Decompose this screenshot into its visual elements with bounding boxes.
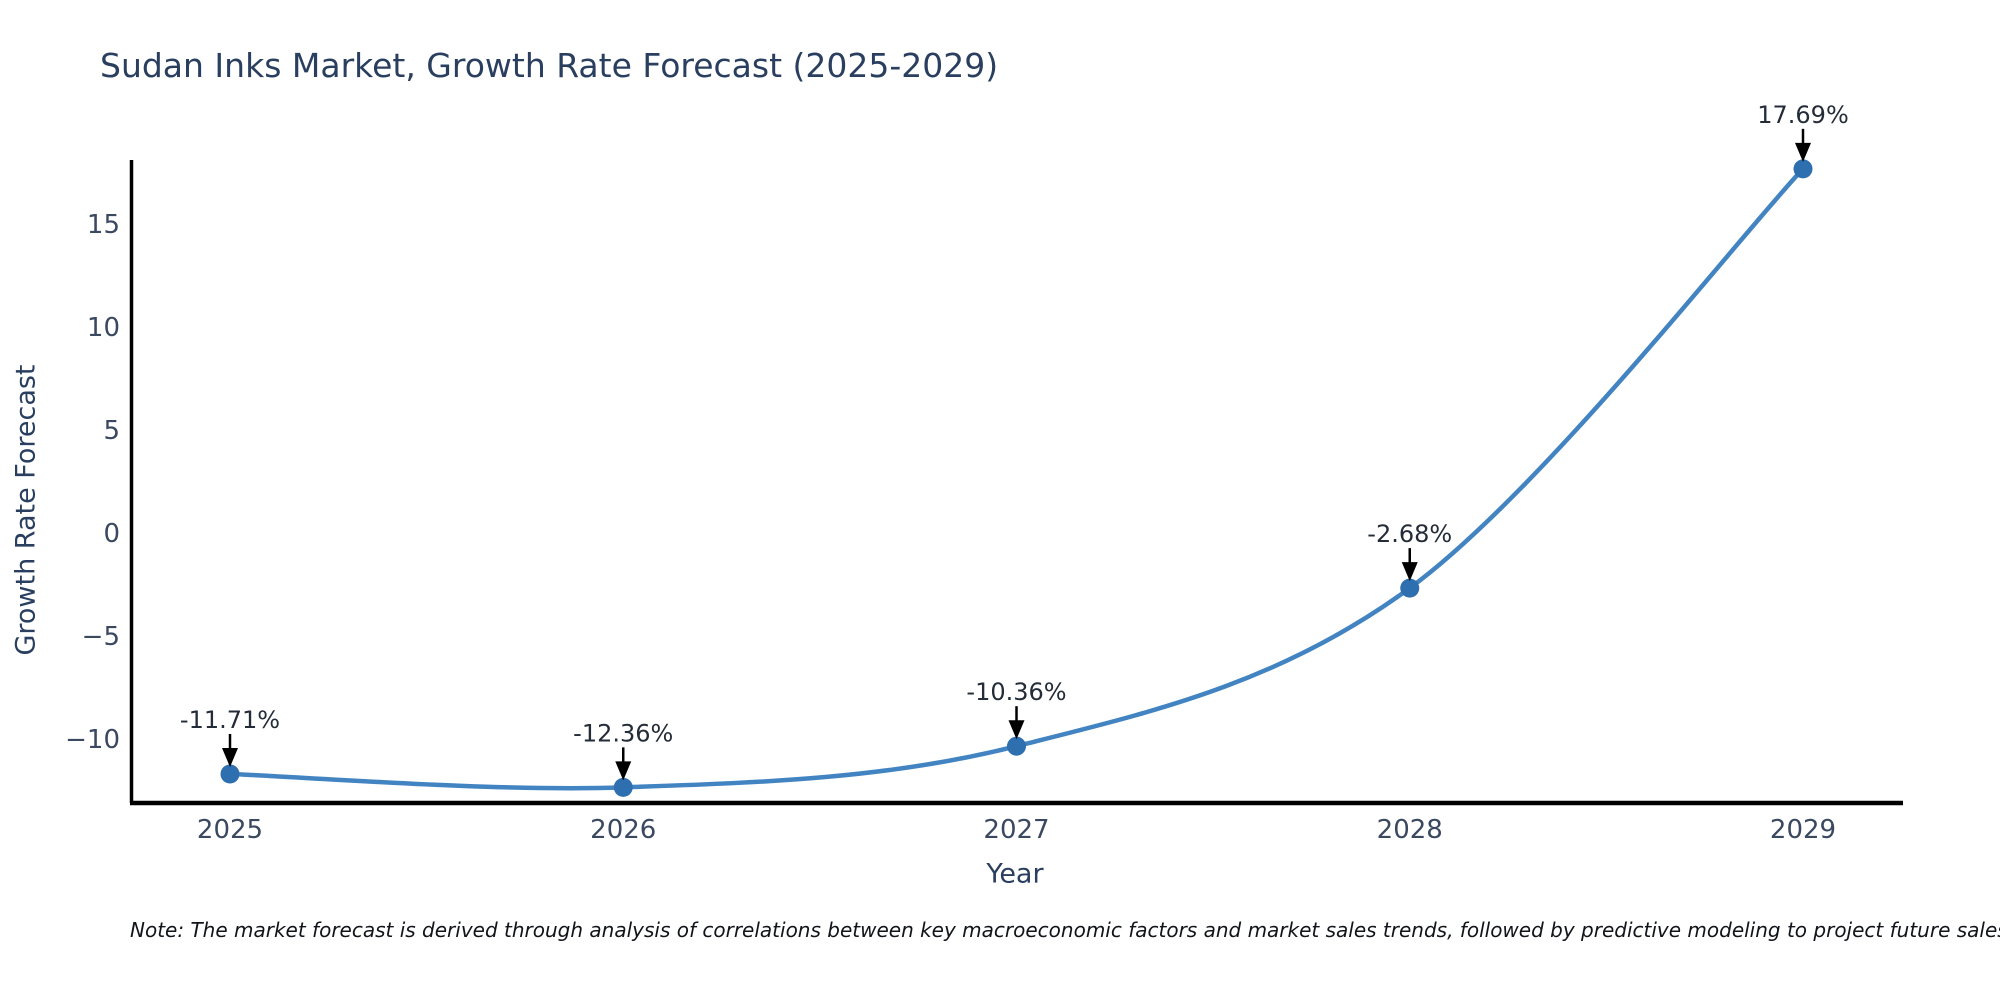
- data-point-marker: [1007, 736, 1026, 756]
- point-annotation-label: -11.71%: [180, 706, 280, 734]
- annotation-arrow-head: [1795, 142, 1811, 162]
- annotation-arrow-head: [615, 761, 632, 781]
- footnote: Note: The market forecast is derived thr…: [130, 918, 2000, 942]
- y-tick-label: −5: [82, 622, 120, 652]
- forecast-line: [227, 166, 1806, 791]
- x-tick-label: 2027: [983, 815, 1049, 845]
- y-axis-title: Growth Rate Forecast: [10, 364, 42, 656]
- x-tick-label: 2025: [197, 815, 263, 845]
- point-annotation-label: 17.69%: [1757, 101, 1849, 129]
- x-axis-title: Year: [986, 858, 1044, 890]
- x-tick-label: 2028: [1377, 815, 1443, 845]
- annotation-arrow-head: [1401, 562, 1418, 582]
- point-annotation-label: -12.36%: [573, 719, 673, 747]
- data-point-marker: [1793, 159, 1813, 179]
- point-annotation-label: -10.36%: [966, 678, 1066, 706]
- data-point-marker: [613, 777, 633, 797]
- point-annotation-label: -2.68%: [1367, 520, 1452, 548]
- y-tick-label: 15: [87, 210, 120, 240]
- annotation-arrow-head: [1008, 720, 1025, 740]
- data-point-marker: [220, 764, 240, 784]
- y-tick-label: 5: [103, 416, 120, 446]
- x-tick-label: 2029: [1770, 815, 1836, 845]
- data-point-marker: [1400, 578, 1420, 598]
- y-tick-label: 10: [87, 313, 120, 343]
- annotation-arrow-head: [222, 747, 238, 767]
- chart-title: Sudan Inks Market, Growth Rate Forecast …: [100, 46, 999, 85]
- y-tick-label: −10: [65, 725, 120, 755]
- x-tick-label: 2026: [590, 815, 656, 845]
- y-tick-label: 0: [103, 519, 120, 549]
